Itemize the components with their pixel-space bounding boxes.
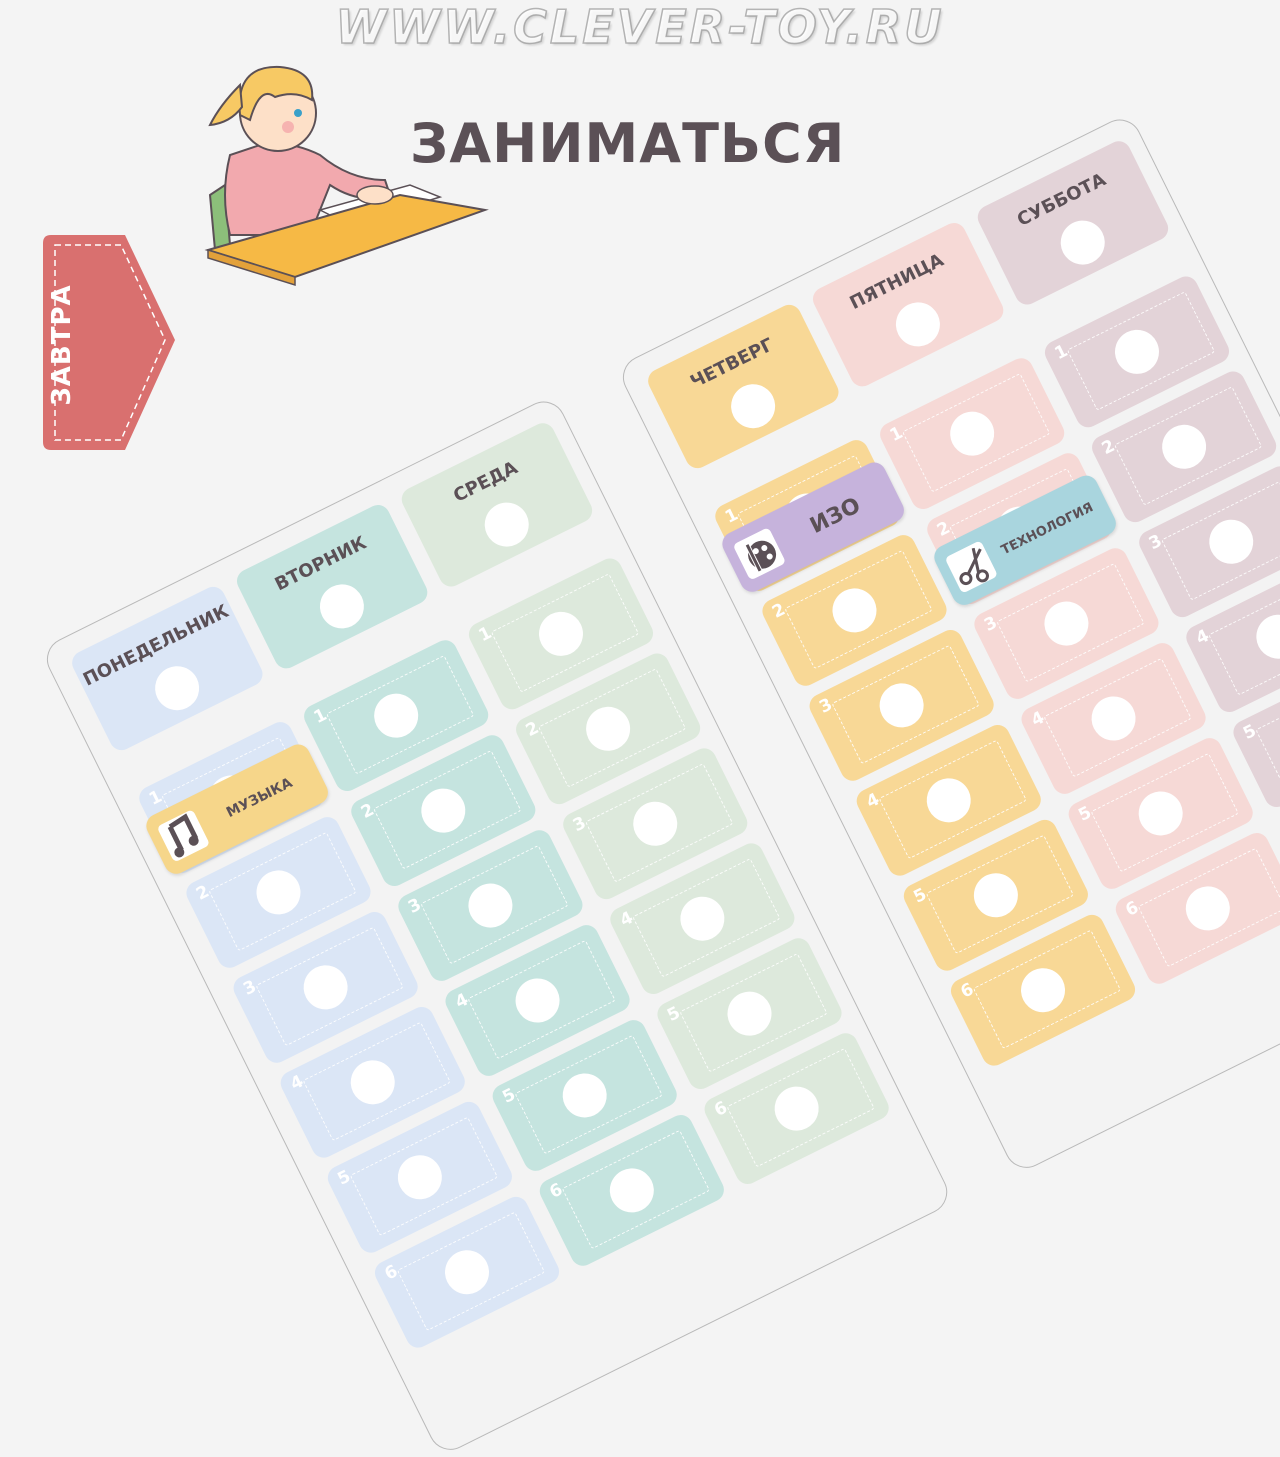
slot-number: 3 (1145, 530, 1166, 555)
slot-number: 2 (769, 599, 789, 623)
slot-number: 3 (981, 612, 1001, 636)
velcro-dot (477, 494, 537, 554)
watermark: WWW.CLEVER-TOY.RU (335, 0, 945, 55)
slot-number: 2 (933, 517, 954, 541)
slot-number: 1 (310, 704, 331, 728)
slot-number: 3 (240, 976, 260, 1000)
slot-number: 4 (1028, 707, 1048, 731)
slot-number: 2 (357, 799, 378, 823)
subject-card-music[interactable]: МУЗЫКА (142, 740, 332, 878)
velcro-dot (1053, 212, 1113, 272)
slot-number: 2 (193, 881, 213, 905)
slot-number: 6 (1122, 897, 1142, 921)
slot-number: 4 (287, 1071, 307, 1095)
slot-number: 1 (886, 422, 907, 446)
velcro-dot (888, 294, 948, 354)
slot-number: 5 (1240, 720, 1260, 744)
slot-number: 6 (711, 1097, 731, 1121)
tomorrow-tab-label: ЗАВТРА (47, 284, 77, 406)
slot-number: 6 (957, 979, 978, 1003)
page-title: ЗАНИМАТЬСЯ (410, 112, 846, 175)
tomorrow-tab[interactable] (43, 235, 178, 450)
velcro-dot (312, 576, 372, 636)
slot-number: 1 (721, 504, 742, 528)
slot-number: 4 (616, 907, 637, 931)
palette-icon (732, 527, 787, 581)
slot-number: 4 (863, 789, 883, 813)
slot-number: 6 (381, 1261, 402, 1285)
velcro-dot (723, 376, 783, 436)
scissors-icon (944, 540, 999, 594)
slot-number: 1 (1051, 340, 1072, 365)
velcro-dot (147, 658, 207, 718)
slot-number: 1 (145, 786, 166, 810)
slot-number: 4 (1192, 625, 1213, 649)
slot-number: 4 (452, 989, 472, 1013)
slot-number: 3 (405, 894, 425, 918)
slot-number: 3 (569, 812, 590, 837)
slot-number: 3 (816, 694, 836, 718)
slot-number: 1 (475, 622, 496, 647)
slot-number: 2 (1098, 435, 1119, 460)
slot-number: 5 (1075, 802, 1095, 826)
subject-card-technology[interactable]: ТЕХНОЛОГИЯ (930, 471, 1120, 609)
slot-number: 5 (910, 884, 930, 908)
girl-at-desk-illustration (204, 65, 489, 287)
subject-card-izo[interactable]: ИЗО (718, 458, 908, 596)
slot-number: 2 (522, 717, 543, 742)
slot-number: 5 (499, 1084, 519, 1108)
slot-number: 6 (546, 1179, 566, 1203)
music-note-icon (156, 809, 211, 863)
slot-number: 5 (334, 1166, 354, 1190)
slot-number: 5 (664, 1002, 684, 1026)
